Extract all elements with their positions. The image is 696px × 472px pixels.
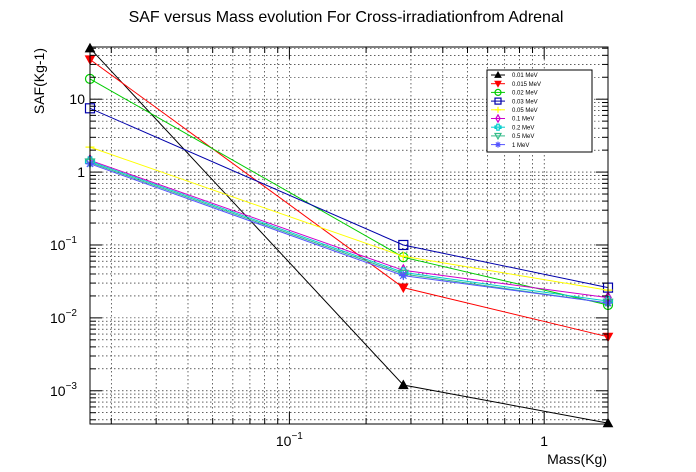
legend-marker (494, 123, 502, 131)
marker-shape (495, 106, 501, 113)
axis-ticks: 10−1 1 10−3 10−2 10−1 1 10 (50, 47, 608, 449)
x-axis-label: Mass(Kg) (547, 451, 607, 467)
data-point (398, 251, 408, 261)
marker-shape (494, 80, 502, 88)
series-line (89, 163, 609, 304)
marker-shape (398, 271, 408, 281)
legend-marker (494, 70, 502, 78)
data-point (398, 271, 408, 281)
y-tick-label: 1 (77, 164, 85, 180)
legend-marker (494, 80, 502, 88)
y-tick-label: 10−1 (50, 235, 77, 253)
marker-shape (398, 239, 409, 251)
legend-label: 0.01 MeV (512, 73, 538, 79)
series-line (89, 107, 609, 289)
series-9 (85, 159, 613, 308)
legend-label: 0.015 MeV (512, 82, 541, 88)
legend-label: 0.2 MeV (512, 125, 534, 131)
legend-marker (495, 106, 501, 113)
legend-marker (493, 132, 503, 141)
y-tick-label: 10−3 (50, 381, 77, 399)
legend-label: 0.05 MeV (512, 108, 538, 114)
legend-marker (495, 113, 501, 124)
marker-shape (494, 70, 502, 78)
marker-shape (494, 123, 502, 131)
legend-label: 0.02 MeV (512, 91, 538, 97)
y-axis-label: SAF(Kg-1) (31, 48, 47, 114)
legend-label: 0.5 MeV (512, 134, 534, 140)
series-line (89, 160, 609, 302)
marker-shape (495, 113, 501, 124)
marker-shape (494, 88, 502, 97)
legend-marker (494, 88, 502, 97)
plot-series (84, 42, 614, 428)
series-8 (84, 158, 614, 309)
marker-shape (495, 141, 501, 148)
data-point (397, 379, 409, 390)
legend-label: 0.03 MeV (512, 99, 538, 105)
legend-label: 0.1 MeV (512, 117, 534, 123)
marker-shape (494, 97, 502, 105)
legend-marker (495, 141, 501, 148)
marker-shape (397, 283, 409, 294)
marker-shape (397, 379, 409, 390)
data-point (398, 239, 409, 251)
x-tick-label: 1 (540, 433, 548, 449)
marker-shape (398, 251, 408, 261)
y-tick-label: 10−2 (50, 308, 77, 326)
data-point (397, 283, 409, 294)
legend-label: 1 MeV (512, 143, 529, 149)
series-line (89, 146, 609, 291)
marker-shape (493, 132, 503, 141)
series-6 (86, 153, 612, 305)
series-7 (84, 156, 614, 307)
x-tick-label: 10−1 (276, 431, 303, 449)
chart-title: SAF versus Mass evolution For Cross-irra… (129, 9, 564, 26)
y-tick-label: 10 (69, 91, 85, 107)
plot-frame (89, 46, 609, 425)
legend: 0.01 MeV 0.015 MeV 0.02 MeV 0.03 MeV 0.05 Me… (486, 69, 593, 153)
legend-marker (494, 97, 502, 105)
